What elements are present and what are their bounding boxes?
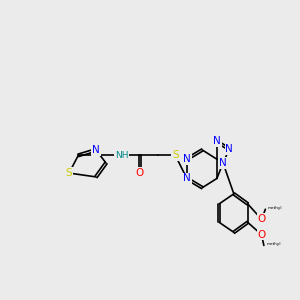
Text: N: N	[183, 154, 191, 164]
Text: N: N	[213, 136, 221, 146]
Text: S: S	[172, 150, 178, 160]
Text: NH: NH	[115, 151, 128, 160]
Text: O: O	[136, 168, 144, 178]
Text: N: N	[183, 173, 191, 183]
Text: O: O	[257, 214, 266, 224]
Text: N: N	[225, 144, 233, 154]
Text: methyl: methyl	[268, 206, 282, 210]
Text: methyl: methyl	[266, 242, 281, 246]
Text: N: N	[219, 158, 227, 168]
Text: N: N	[92, 145, 100, 155]
Text: O: O	[257, 230, 266, 240]
Text: S: S	[66, 168, 72, 178]
